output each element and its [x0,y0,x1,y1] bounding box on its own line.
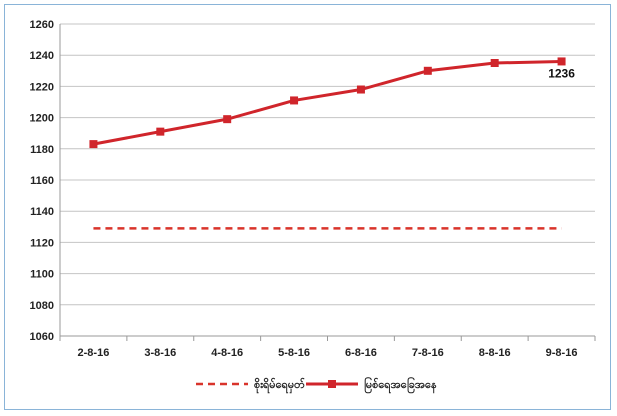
legend-label-1: မြစ်ရေအခြေအနေ [364,376,437,394]
x-tick-label: 2-8-16 [78,347,110,359]
x-tick-label: 3-8-16 [144,347,176,359]
data-point-marker [89,140,98,149]
y-axis-ticks: 1060 1080 1100 1120 1140 1160 1180 1200 1220 1240… [30,19,54,343]
data-point-marker [423,66,432,75]
data-point-marker [356,85,365,94]
data-point-marker [290,96,299,105]
chart-frame [4,4,611,410]
legend-marker [328,380,336,388]
series-layer [89,57,566,230]
data-point-marker [223,115,232,124]
y-tick-label: 1200 [30,113,54,125]
y-tick-label: 1060 [30,331,54,343]
x-tick-label: 5-8-16 [278,347,310,359]
legend-label-0: စိုးရိမ်ရေမှတ် [254,377,306,394]
data-label: 1236 [548,66,575,80]
data-point-marker [557,57,566,66]
y-tick-label: 1260 [30,19,54,31]
data-point-marker [490,59,499,67]
series-line-1 [93,59,562,146]
x-tick-label: 8-8-16 [479,347,511,359]
y-tick-label: 1240 [30,50,54,62]
y-tick-label: 1160 [30,175,54,187]
grid-lines [60,23,595,306]
data-labels: 1236 [548,66,575,80]
y-tick-label: 1140 [30,206,54,218]
x-tick-label: 7-8-16 [412,347,444,359]
x-tick-label: 9-8-16 [546,347,578,359]
y-tick-label: 1120 [30,237,54,249]
legend: စိုးရိမ်ရေမှတ် မြစ်ရေအခြေအနေ [196,376,437,394]
y-tick-label: 1180 [30,144,54,156]
axes [59,24,596,341]
data-point-marker [156,127,165,136]
x-tick-label: 4-8-16 [211,347,243,359]
x-axis-ticks: 2-8-16 3-8-16 4-8-16 5-8-16 6-8-16 7-8-16 8-8-… [78,347,578,359]
y-tick-label: 1220 [30,81,54,93]
y-tick-label: 1080 [30,300,54,312]
x-tick-label: 6-8-16 [345,347,377,359]
y-tick-label: 1100 [30,269,54,281]
